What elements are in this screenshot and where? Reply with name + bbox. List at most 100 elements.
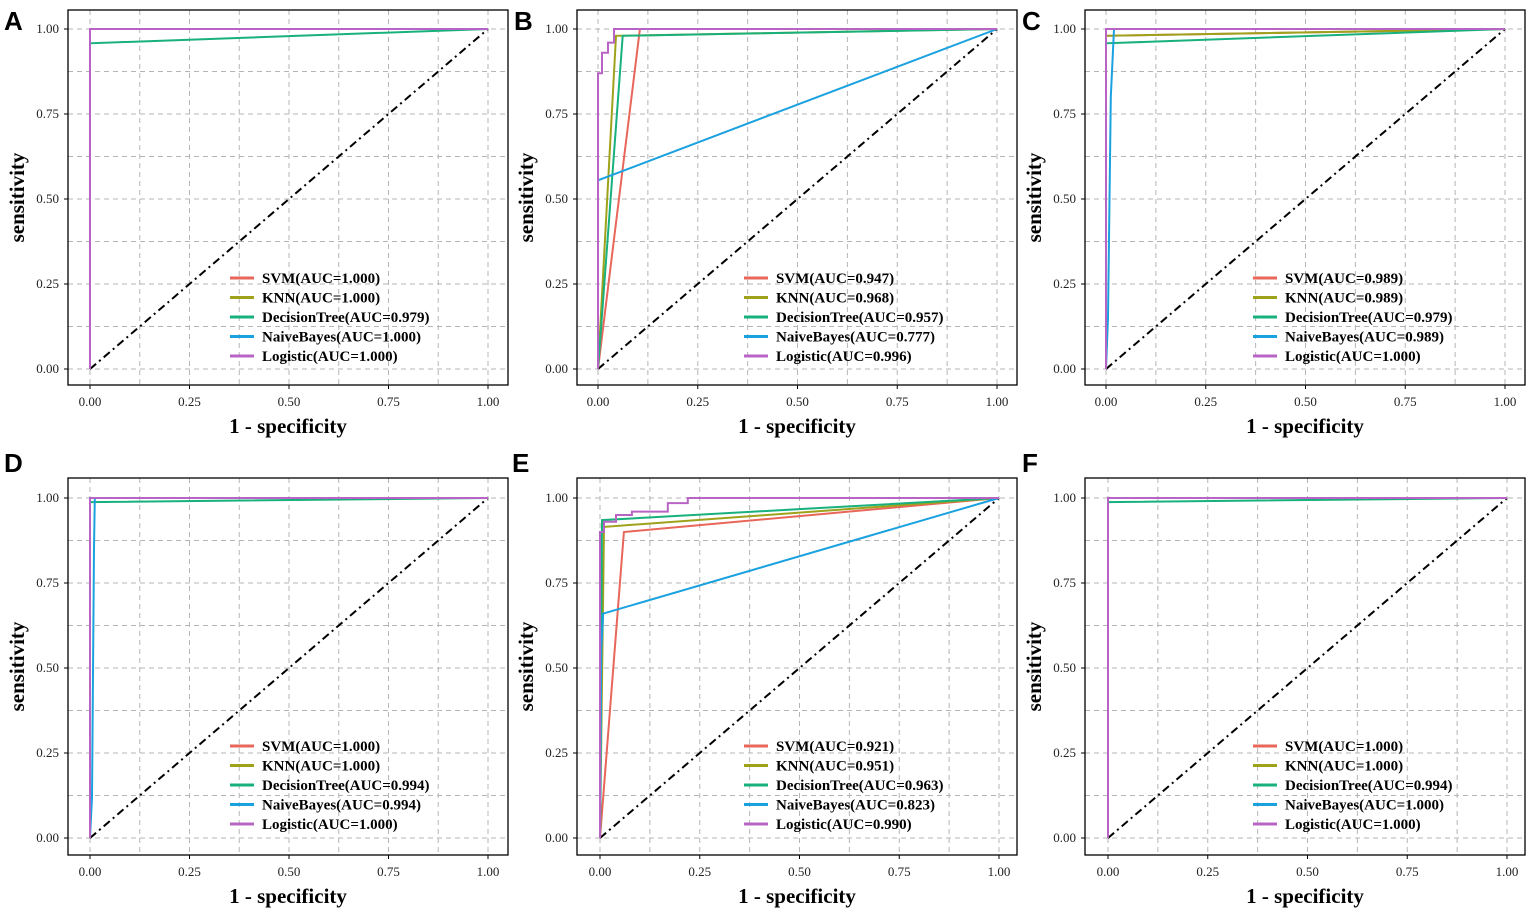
x-axis-title: 1 - specificity <box>229 884 347 908</box>
legend-label-logistic: Logistic(AUC=1.000) <box>1285 817 1421 833</box>
y-axis-title: sensitivity <box>514 152 538 242</box>
legend-label-decisiontree: DecisionTree(AUC=0.994) <box>1285 778 1453 794</box>
x-tick-label: 0.00 <box>1097 864 1120 879</box>
roc-curve-svm <box>599 497 1000 839</box>
legend-label-knn: KNN(AUC=1.000) <box>262 291 380 307</box>
diagonal-reference-line <box>599 497 1000 839</box>
y-tick-label: 1.00 <box>545 490 568 505</box>
y-tick-label: 0.25 <box>1053 745 1076 760</box>
panel-e: 0.00 0.25 0.50 0.75 1.00 0.00 0.25 0.50 0.75 1.00… <box>512 448 1018 908</box>
x-tick-label: 0.75 <box>1394 394 1417 409</box>
legend-label-logistic: Logistic(AUC=1.000) <box>262 349 398 365</box>
x-tick-label: 0.25 <box>1194 394 1217 409</box>
x-axis-title: 1 - specificity <box>738 414 856 438</box>
y-tick-label: 0.75 <box>36 575 59 590</box>
legend-label-decisiontree: DecisionTree(AUC=0.979) <box>1285 310 1453 326</box>
y-tick-label: 0.25 <box>36 745 59 760</box>
x-tick-label: 0.75 <box>377 864 400 879</box>
diagonal-reference-line <box>89 497 489 839</box>
panel-letter: B <box>514 6 533 36</box>
x-tick-label: 1.00 <box>1496 864 1519 879</box>
diagonal-reference-line <box>1105 28 1506 370</box>
y-tick-label: 0.25 <box>545 745 568 760</box>
x-axis-title: 1 - specificity <box>229 414 347 438</box>
roc-curve-logistic <box>1107 497 1507 838</box>
legend: SVM(AUC=1.000) KNN(AUC=1.000) DecisionTree… <box>1253 739 1453 833</box>
plot-frame <box>67 9 509 386</box>
panel-b: 0.00 0.25 0.50 0.75 1.00 0.00 0.25 0.50 0.75 1.00… <box>514 6 1018 438</box>
legend-label-logistic: Logistic(AUC=0.996) <box>776 349 912 365</box>
panel-letter: C <box>1022 6 1041 36</box>
x-tick-label: 1.00 <box>477 394 500 409</box>
legend: SVM(AUC=1.000) KNN(AUC=1.000) DecisionTree… <box>230 739 430 833</box>
y-tick-label: 0.00 <box>1053 361 1076 376</box>
legend-label-logistic: Logistic(AUC=0.990) <box>776 817 912 833</box>
y-tick-label: 1.00 <box>1053 21 1076 36</box>
panel-letter: D <box>4 448 23 478</box>
plot-frame <box>1084 477 1526 856</box>
x-tick-label: 1.00 <box>986 394 1009 409</box>
y-tick-label: 0.50 <box>36 660 59 675</box>
legend-label-decisiontree: DecisionTree(AUC=0.979) <box>262 310 430 326</box>
y-tick-label: 0.00 <box>36 830 59 845</box>
x-tick-label: 0.25 <box>1196 864 1219 879</box>
legend-label-knn: KNN(AUC=1.000) <box>1285 759 1403 775</box>
panel-f: 0.00 0.25 0.50 0.75 1.00 0.00 0.25 0.50 0.75 1.00… <box>1022 448 1526 908</box>
roc-curve-logistic <box>597 28 997 369</box>
legend-label-knn: KNN(AUC=1.000) <box>262 759 380 775</box>
y-tick-label: 0.50 <box>1053 660 1076 675</box>
y-tick-label: 0.00 <box>545 361 568 376</box>
legend-label-svm: SVM(AUC=0.947) <box>776 271 894 287</box>
legend-label-decisiontree: DecisionTree(AUC=0.994) <box>262 778 430 794</box>
panel-a: 0.00 0.25 0.50 0.75 1.00 0.00 0.25 0.50 0.75 1.00… <box>4 6 509 438</box>
x-tick-label: 0.50 <box>1294 394 1317 409</box>
legend-label-decisiontree: DecisionTree(AUC=0.963) <box>776 778 944 794</box>
legend-label-naivebayes: NaiveBayes(AUC=0.823) <box>776 798 935 814</box>
y-tick-label: 0.50 <box>1053 191 1076 206</box>
legend-label-knn: KNN(AUC=0.989) <box>1285 291 1403 307</box>
x-tick-label: 0.50 <box>788 864 811 879</box>
y-axis-title: sensitivity <box>5 152 29 242</box>
y-tick-label: 0.75 <box>545 106 568 121</box>
legend-label-knn: KNN(AUC=0.951) <box>776 759 894 775</box>
roc-curve-logistic <box>599 497 999 838</box>
x-tick-label: 1.00 <box>988 864 1011 879</box>
legend-label-decisiontree: DecisionTree(AUC=0.957) <box>776 310 944 326</box>
x-tick-label: 0.75 <box>886 394 909 409</box>
y-tick-label: 0.75 <box>1053 106 1076 121</box>
diagonal-reference-line <box>597 28 998 370</box>
legend-label-knn: KNN(AUC=0.968) <box>776 291 894 307</box>
legend-label-svm: SVM(AUC=1.000) <box>262 739 380 755</box>
x-axis-title: 1 - specificity <box>1246 884 1364 908</box>
roc-curve-logistic <box>89 28 488 369</box>
legend: SVM(AUC=0.947) KNN(AUC=0.968) DecisionTree… <box>744 271 944 365</box>
x-tick-label: 1.00 <box>477 864 500 879</box>
y-tick-label: 1.00 <box>36 21 59 36</box>
x-tick-label: 0.75 <box>1396 864 1419 879</box>
legend-label-svm: SVM(AUC=0.921) <box>776 739 894 755</box>
plot-frame <box>67 477 509 856</box>
y-tick-label: 1.00 <box>36 490 59 505</box>
legend: SVM(AUC=0.921) KNN(AUC=0.951) DecisionTree… <box>744 739 944 833</box>
y-tick-label: 0.00 <box>36 361 59 376</box>
legend-label-logistic: Logistic(AUC=1.000) <box>1285 349 1421 365</box>
legend-label-svm: SVM(AUC=1.000) <box>262 271 380 287</box>
y-tick-label: 0.50 <box>545 660 568 675</box>
diagonal-reference-line <box>89 28 489 370</box>
x-tick-label: 0.75 <box>377 394 400 409</box>
legend-label-svm: SVM(AUC=1.000) <box>1285 739 1403 755</box>
legend: SVM(AUC=0.989) KNN(AUC=0.989) DecisionTree… <box>1253 271 1453 365</box>
x-axis-title: 1 - specificity <box>1246 414 1364 438</box>
y-tick-label: 0.75 <box>545 575 568 590</box>
x-tick-label: 0.25 <box>178 394 201 409</box>
diagonal-reference-line <box>1107 497 1508 839</box>
x-tick-label: 0.50 <box>1296 864 1319 879</box>
x-tick-label: 0.50 <box>278 394 301 409</box>
x-tick-label: 1.00 <box>1494 394 1517 409</box>
x-tick-label: 0.00 <box>79 864 102 879</box>
y-tick-label: 0.25 <box>545 276 568 291</box>
x-tick-label: 0.25 <box>178 864 201 879</box>
y-axis-title: sensitivity <box>514 621 538 711</box>
x-tick-label: 0.00 <box>79 394 102 409</box>
